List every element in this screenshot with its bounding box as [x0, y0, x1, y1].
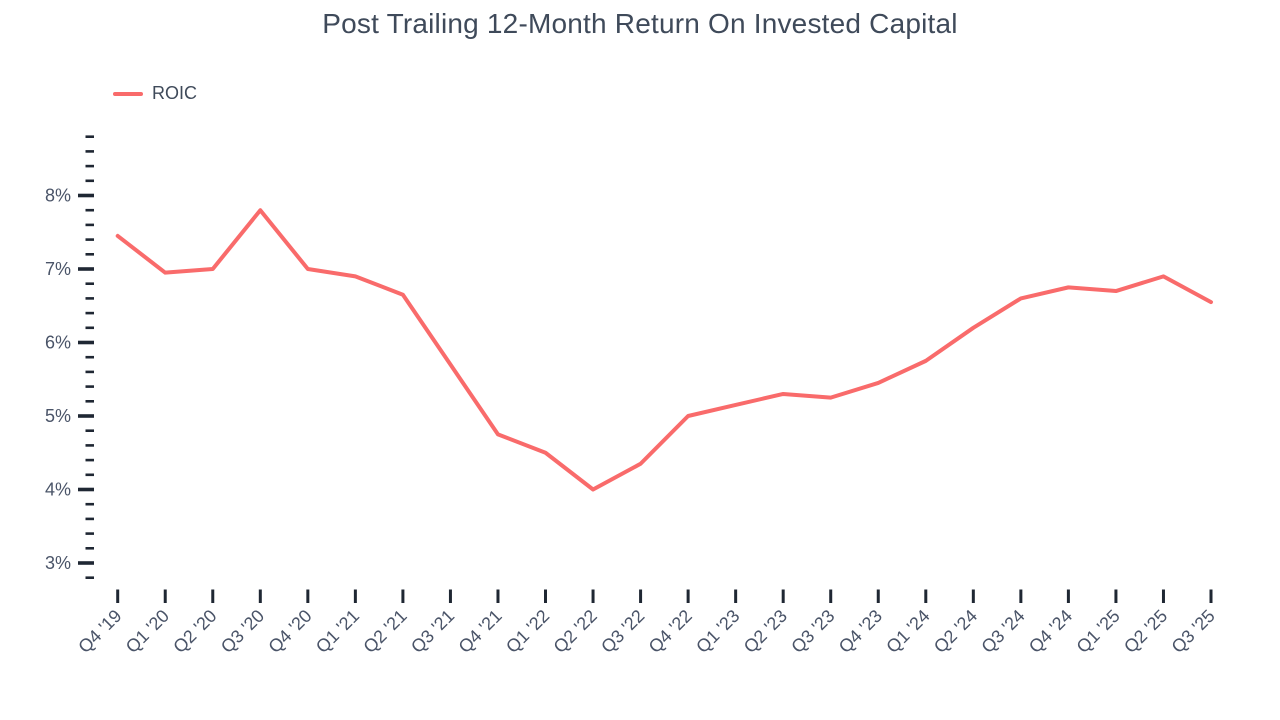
- x-axis-label: Q4 '23: [835, 606, 886, 657]
- x-axis-label: Q1 '21: [312, 606, 363, 657]
- x-axis-label: Q2 '20: [169, 606, 220, 657]
- x-axis-label: Q2 '22: [550, 606, 601, 657]
- y-axis-label: 8%: [45, 186, 71, 206]
- y-axis-label: 4%: [45, 480, 71, 500]
- x-axis-label: Q1 '25: [1073, 606, 1124, 657]
- x-axis-label: Q3 '20: [217, 606, 268, 657]
- y-axis-label: 3%: [45, 553, 71, 573]
- x-axis-label: Q4 '24: [1025, 606, 1076, 657]
- y-axis-label: 5%: [45, 406, 71, 426]
- chart-title: Post Trailing 12-Month Return On Investe…: [322, 8, 958, 39]
- x-axis-label: Q3 '21: [407, 606, 458, 657]
- legend: ROIC: [113, 83, 197, 104]
- x-axis-label: Q3 '23: [787, 606, 838, 657]
- roic-line: [115, 208, 1213, 492]
- x-axis-label: Q3 '22: [597, 606, 648, 657]
- x-axis-label: Q2 '21: [359, 606, 410, 657]
- y-axis: 3% 4% 5% 6% 7% 8%: [45, 135, 94, 580]
- y-axis-label: 6%: [45, 333, 71, 353]
- x-axis-label: Q4 '19: [74, 606, 125, 657]
- x-axis-label: Q2 '25: [1120, 606, 1171, 657]
- x-axis-label: Q4 '20: [264, 606, 315, 657]
- x-axis-label: Q3 '25: [1168, 606, 1219, 657]
- x-axis-label: Q3 '24: [977, 606, 1028, 657]
- x-axis-label: Q2 '24: [930, 606, 981, 657]
- x-axis-label: Q1 '23: [692, 606, 743, 657]
- x-axis-label: Q1 '22: [502, 606, 553, 657]
- x-axis-label: Q1 '24: [882, 606, 933, 657]
- x-axis-label: Q4 '21: [455, 606, 506, 657]
- y-axis-label: 7%: [45, 259, 71, 279]
- x-axis-label: Q2 '23: [740, 606, 791, 657]
- legend-label: ROIC: [152, 83, 197, 103]
- x-axis-label: Q4 '22: [645, 606, 696, 657]
- legend-line-swatch: [113, 91, 143, 96]
- x-axis-label: Q1 '20: [122, 606, 173, 657]
